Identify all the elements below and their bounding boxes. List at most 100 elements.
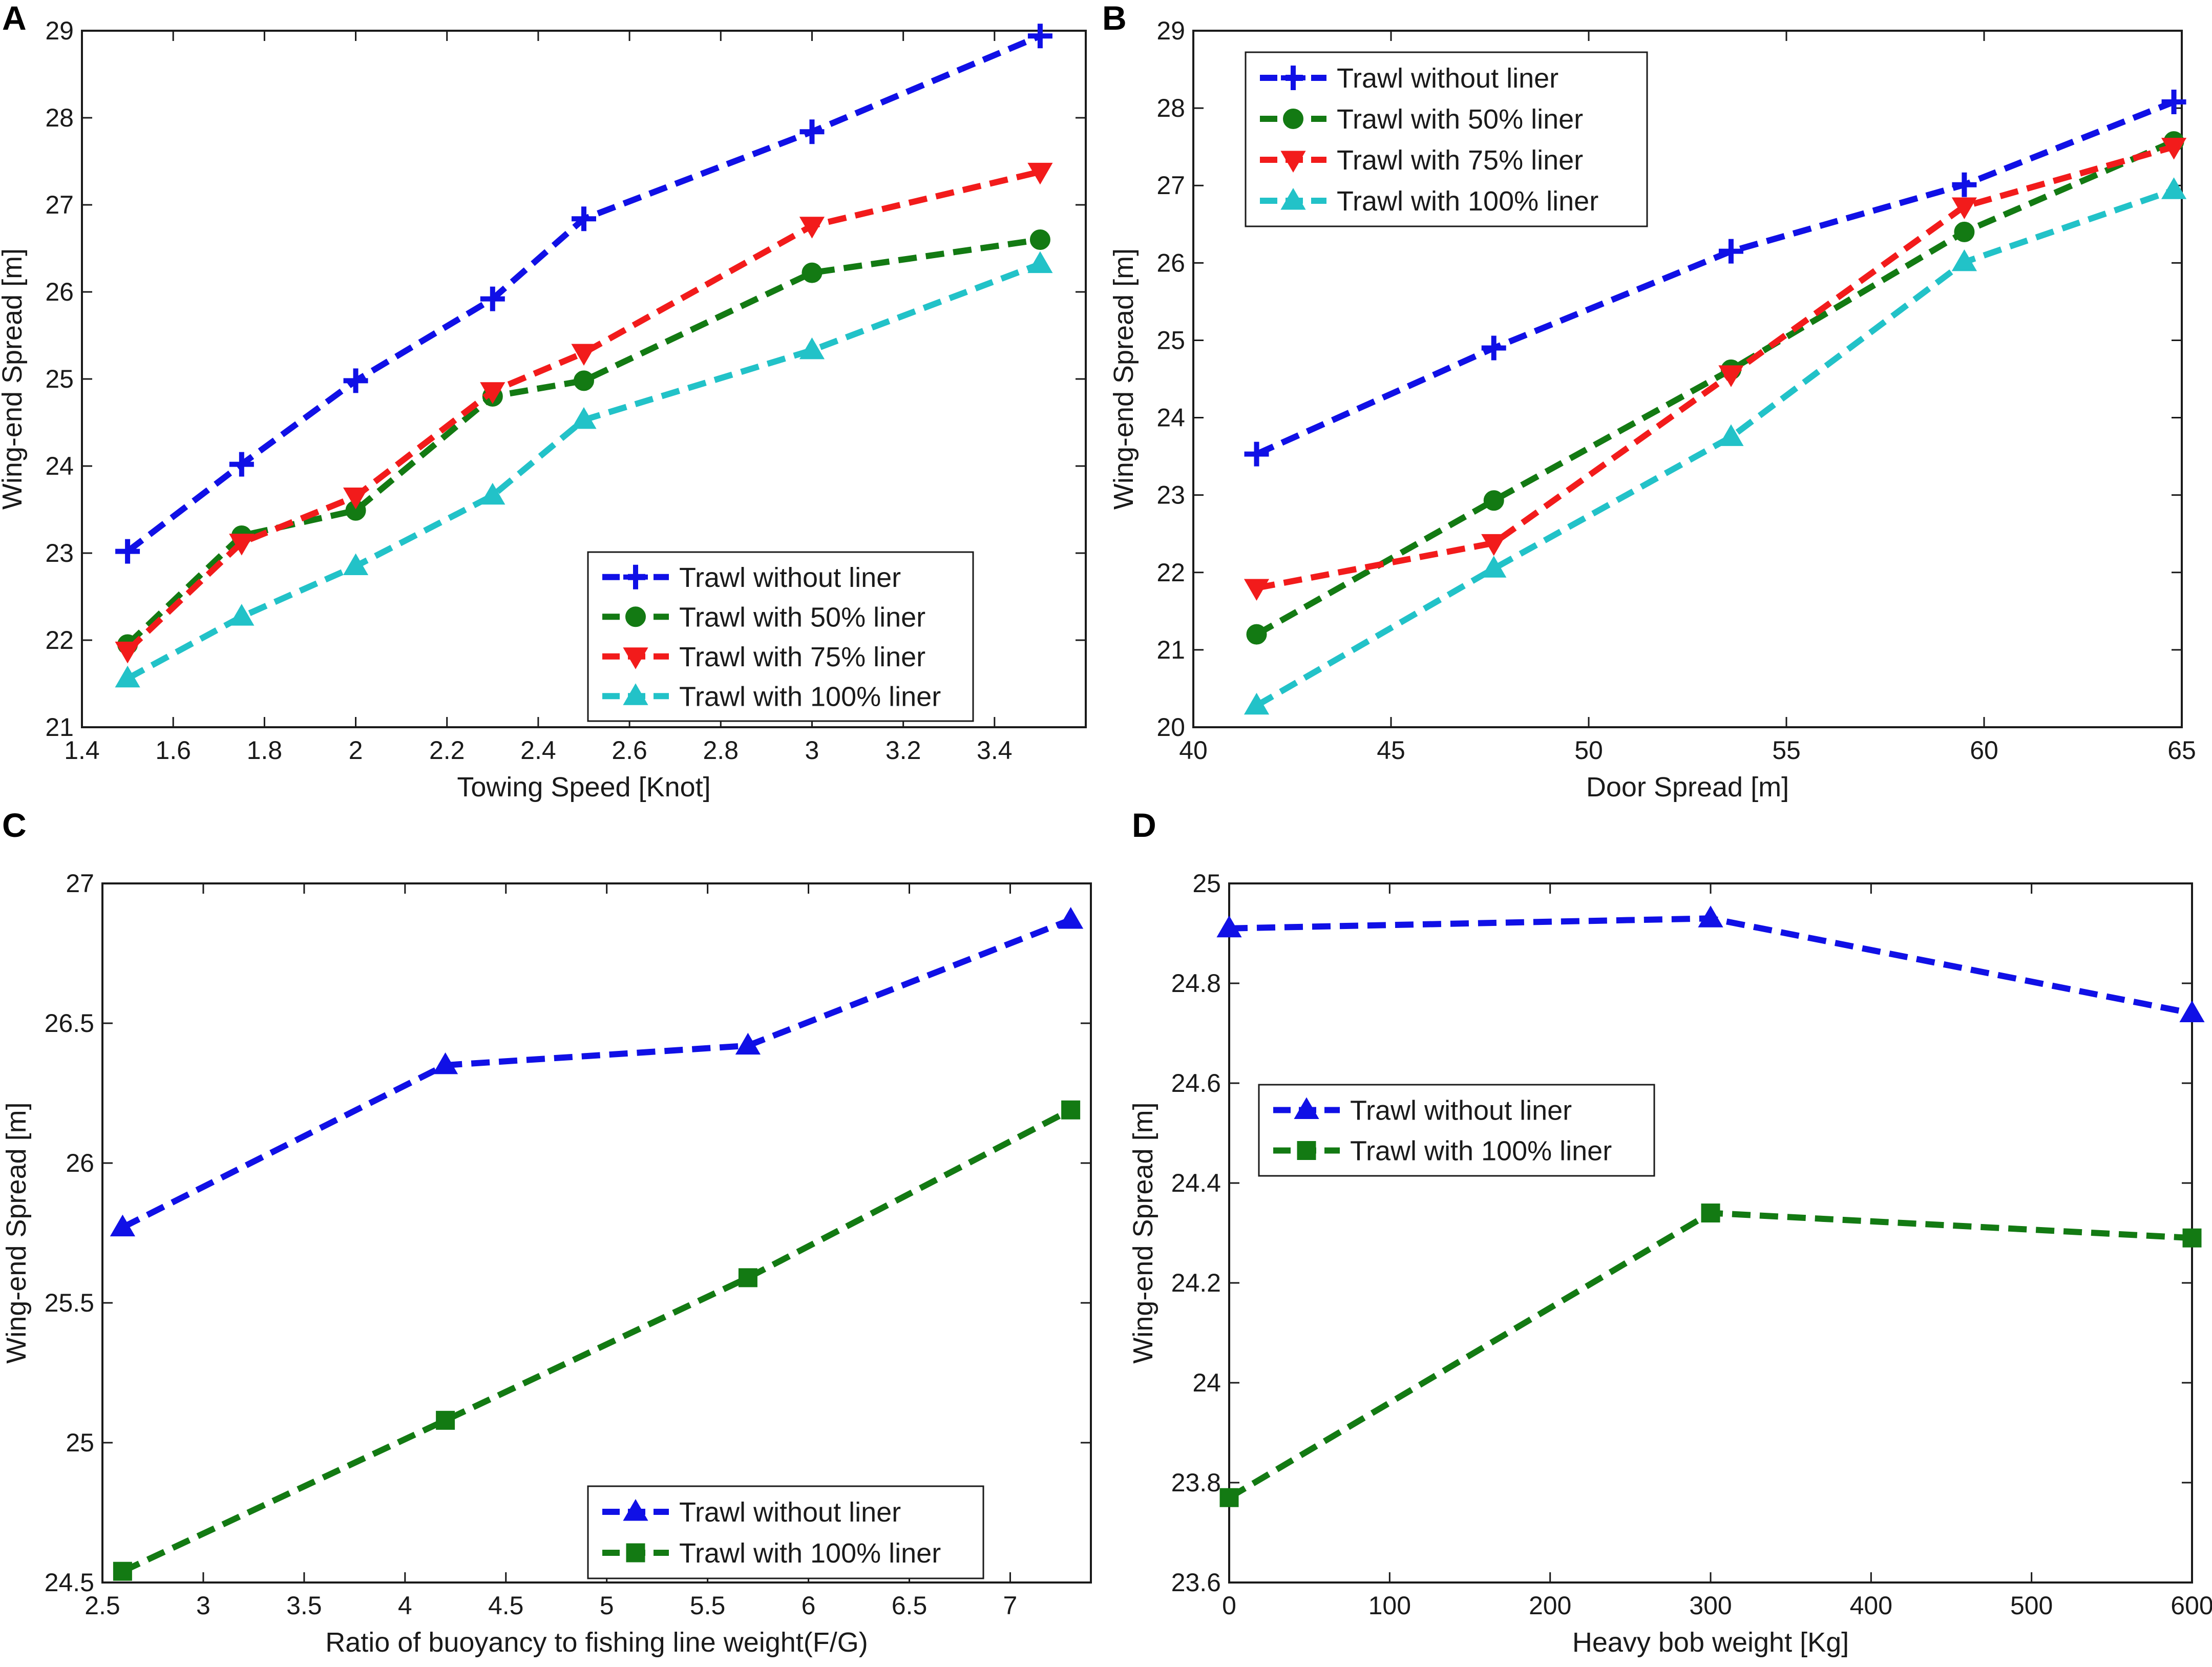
- legend-marker: [1294, 1097, 1319, 1119]
- data-point: [229, 452, 254, 477]
- series-line-trawl-with-100pct-liner: [121, 1107, 1072, 1574]
- data-point: [1718, 365, 1744, 387]
- x-tick-label: 2.6: [612, 736, 647, 765]
- panel-label-d: D: [1132, 806, 1156, 844]
- axes-frame-c: [101, 882, 1092, 1584]
- legend-label: Trawl with 75% liner: [1337, 145, 1583, 176]
- legend-box: [1258, 1084, 1655, 1177]
- y-tick-label: 27: [66, 869, 94, 898]
- x-tick-label: 4: [398, 1591, 412, 1620]
- panel-label-a: A: [2, 0, 27, 37]
- x-tick-label: 1.4: [64, 736, 100, 765]
- data-point: [799, 119, 825, 144]
- data-point: [115, 665, 140, 688]
- x-tick-label: 60: [1970, 736, 1998, 765]
- x-axis-b: 40 45 50 55 60 65: [1179, 31, 2196, 765]
- legend-marker: [1281, 66, 1305, 90]
- legend-box: [1245, 51, 1648, 227]
- data-point: [1244, 579, 1270, 601]
- y-tick-label: 22: [45, 626, 74, 655]
- legend-marker: [626, 1543, 645, 1563]
- data-point: [113, 1562, 132, 1581]
- data-point: [1027, 251, 1053, 273]
- data-point: [115, 641, 140, 664]
- x-tick-label: 2.5: [85, 1591, 120, 1620]
- x-tick-label: 40: [1179, 736, 1208, 765]
- x-tick-label: 3.4: [977, 736, 1013, 765]
- x-axis-label-b: Door Spread [m]: [1586, 772, 1789, 803]
- y-tick-label: 25: [1192, 869, 1221, 898]
- data-point: [1061, 1100, 1081, 1120]
- x-tick-label: 7: [1003, 1591, 1018, 1620]
- y-tick-label: 24.6: [1171, 1069, 1221, 1098]
- legend-marker: [623, 683, 648, 705]
- data-point: [343, 553, 369, 575]
- data-point: [1718, 424, 1744, 446]
- series-trawl-without-liner: [110, 906, 1084, 1237]
- y-tick-label: 24: [1156, 404, 1185, 432]
- series-line-trawl-without-liner: [125, 33, 1042, 554]
- data-point: [1483, 490, 1504, 511]
- chart-panel-d: 0 100 200 300 400 500 600 23.6 23.8 24 24.2 24.4 24.…: [1128, 869, 2212, 1658]
- data-point: [571, 407, 597, 429]
- legend-a: Trawl without liner Trawl with 50% liner T…: [587, 551, 974, 722]
- data-point: [799, 217, 825, 239]
- y-tick-label: 24: [45, 452, 74, 480]
- legend-entry: Trawl without liner: [602, 562, 901, 593]
- data-point: [115, 539, 140, 564]
- data-point: [802, 262, 823, 283]
- x-tick-label: 300: [1689, 1591, 1732, 1620]
- legend-entry: Trawl without liner: [1260, 63, 1558, 94]
- legend-label: Trawl without liner: [679, 562, 901, 593]
- y-tick-label: 28: [45, 103, 74, 132]
- data-point: [432, 1052, 458, 1074]
- y-tick-label: 21: [1156, 636, 1185, 664]
- y-tick-label: 28: [1156, 94, 1185, 122]
- data-point: [1216, 915, 1242, 938]
- legend-marker: [623, 564, 648, 589]
- y-tick-label: 27: [45, 191, 74, 219]
- series-trawl-without-liner: [1244, 90, 2186, 467]
- x-tick-label: 6.5: [892, 1591, 928, 1620]
- legend-entry: Trawl without liner: [602, 1497, 901, 1528]
- series-trawl-with-100pct-liner: [1219, 1204, 2202, 1507]
- y-tick-label: 23.8: [1171, 1468, 1221, 1497]
- legend-label: Trawl with 75% liner: [679, 642, 925, 672]
- data-point: [1701, 1204, 1720, 1222]
- y-tick-label: 23.6: [1171, 1568, 1221, 1597]
- y-tick-label: 25: [66, 1428, 94, 1457]
- chart-panel-b: 40 45 50 55 60 65 20 21 22 23 24 25 26 27 28 29 Door Spr…: [1108, 16, 2196, 803]
- y-axis-label-b: Wing-end Spread [m]: [1108, 248, 1139, 510]
- data-point: [738, 1268, 757, 1288]
- x-tick-label: 3.2: [886, 736, 921, 765]
- legend-marker: [625, 606, 646, 627]
- x-tick-label: 400: [1850, 1591, 1892, 1620]
- data-point: [1718, 239, 1743, 264]
- x-tick-label: 2.8: [703, 736, 739, 765]
- x-axis-a: 1.4 1.6 1.8 2 2.2 2.4 2.6 2.8 3 3.2 3.4: [64, 31, 1013, 765]
- legend-label: Trawl with 50% liner: [1337, 104, 1583, 135]
- data-point: [229, 604, 255, 626]
- data-point: [2161, 177, 2187, 199]
- data-point: [1951, 249, 1977, 271]
- legend-label: Trawl with 100% liner: [679, 681, 941, 712]
- data-point: [343, 368, 368, 393]
- series-line-trawl-with-100pct-liner: [1255, 187, 2175, 708]
- y-tick-label: 24: [1192, 1368, 1221, 1397]
- legend-b: Trawl without liner Trawl with 50% liner T…: [1245, 51, 1648, 227]
- x-axis-c: 2.5 3 3.5 4 4.5 5 5.5 6 6.5 7: [85, 883, 1017, 1620]
- legend-entry: Trawl with 100% liner: [1273, 1136, 1612, 1167]
- series-trawl-without-liner: [115, 24, 1052, 564]
- y-tick-label: 29: [45, 16, 74, 45]
- y-tick-label: 25: [45, 365, 74, 393]
- y-axis-label-d: Wing-end Spread [m]: [1128, 1102, 1158, 1363]
- data-point: [2182, 1228, 2202, 1248]
- x-tick-label: 50: [1574, 736, 1603, 765]
- x-tick-label: 3: [805, 736, 819, 765]
- y-tick-label: 26: [66, 1149, 94, 1177]
- legend-entry: Trawl with 75% liner: [1260, 145, 1583, 176]
- x-tick-label: 2.2: [429, 736, 465, 765]
- data-point: [1244, 692, 1270, 715]
- data-point: [571, 344, 597, 366]
